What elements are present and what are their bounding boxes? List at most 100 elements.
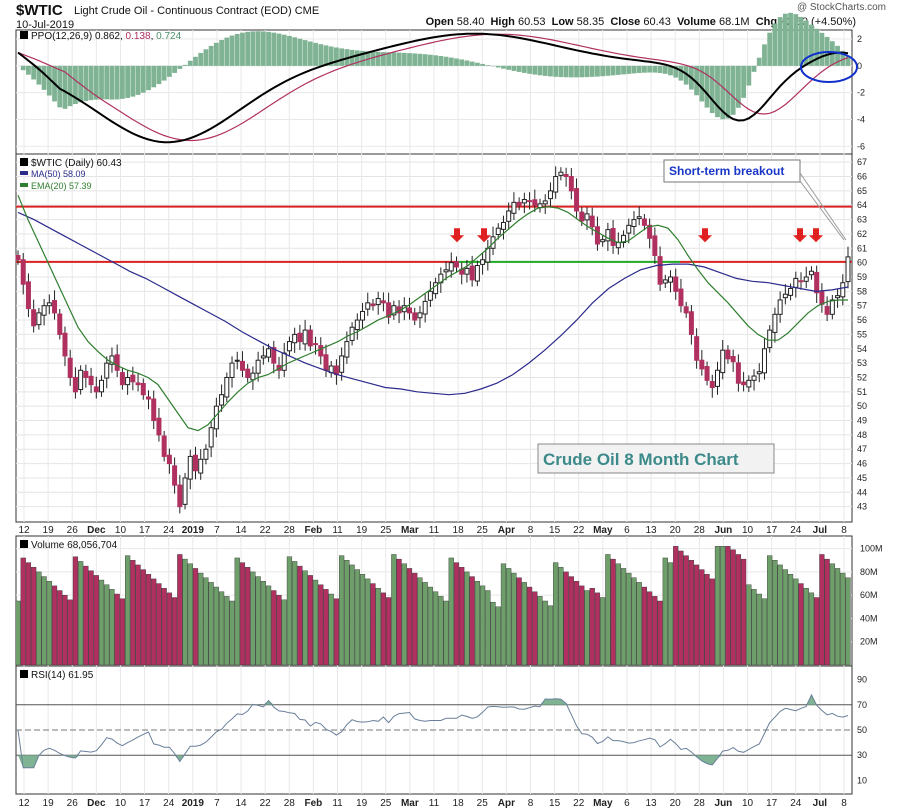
svg-text:$WTIC (Daily) 60.43: $WTIC (Daily) 60.43 [31, 158, 122, 169]
ppo-histogram-bar [772, 23, 778, 66]
ppo-histogram-bar [396, 52, 402, 66]
x-tick-label: 22 [573, 525, 585, 536]
ppo-histogram-bar [433, 55, 439, 66]
volume-bar [151, 578, 157, 666]
volume-bar [391, 554, 397, 666]
volume-bar [98, 579, 105, 666]
volume-bar [547, 605, 554, 666]
candle-body [542, 200, 548, 205]
volume-bar [406, 568, 413, 666]
volume-bar [328, 593, 334, 666]
price-tick-label: 58 [857, 286, 867, 296]
ppo-histogram-bar [219, 40, 224, 66]
volume-bar [370, 583, 376, 666]
price-tick-label: 49 [857, 416, 867, 426]
candle-body [140, 382, 146, 396]
volume-tick-label: 80M [860, 567, 878, 577]
volume-bar [46, 581, 52, 666]
x-tick-label: Dec [87, 798, 106, 809]
volume-bar [829, 563, 835, 666]
ppo-histogram-bar [600, 65, 606, 77]
ppo-histogram-bar [417, 53, 423, 66]
candle-body [386, 302, 392, 318]
candle-body [219, 394, 225, 406]
price-tick-label: 44 [857, 487, 867, 497]
ppo-tick-label: -2 [857, 88, 865, 98]
ppo-histogram-bar [595, 65, 600, 77]
svg-text:RSI(14) 61.95: RSI(14) 61.95 [31, 670, 94, 681]
candle-body [730, 356, 736, 363]
volume-bar [485, 590, 491, 666]
volume-bar [620, 568, 627, 666]
candle-body [589, 215, 595, 228]
x-tick-label: 25 [477, 525, 489, 536]
x-tick-label: 15 [549, 798, 561, 809]
breakout-annotation: Short-term breakout [663, 159, 847, 241]
volume-bar [25, 562, 32, 666]
ppo-histogram-bar [354, 50, 360, 66]
volume-bar [699, 569, 705, 666]
price-tick-label: 60 [857, 258, 867, 268]
ppo-histogram-bar [93, 65, 99, 100]
price-tick-label: 54 [857, 344, 867, 354]
volume-bar [250, 571, 256, 666]
ppo-histogram-bar [751, 65, 757, 72]
candle-body [125, 376, 131, 386]
ppo-histogram-bar [281, 34, 287, 66]
ppo-histogram-bar [198, 52, 204, 66]
price-tick-label: 63 [857, 215, 867, 225]
volume-bar [521, 582, 527, 666]
ppo-line [17, 32, 849, 144]
candle-body [427, 290, 433, 301]
price-tick-label: 51 [857, 387, 867, 397]
volume-bar [135, 564, 141, 666]
ppo-histogram-bar [146, 65, 151, 91]
candle-body [631, 219, 637, 227]
candle-body [725, 349, 731, 360]
ppo-histogram-bar [140, 65, 146, 93]
ppo-histogram-bar [323, 45, 329, 66]
candle-body [354, 319, 360, 331]
ppo-histogram-bar [845, 56, 851, 66]
ppo-histogram-bar [99, 65, 104, 100]
ppo-histogram-bar [631, 65, 637, 74]
volume-bar [119, 598, 126, 666]
ppo-histogram-bar [297, 38, 303, 66]
x-tick-label: 7 [214, 525, 220, 536]
volume-bar [772, 560, 778, 666]
ppo-histogram-bar [589, 65, 595, 77]
volume-bar [584, 590, 590, 666]
volume-bar [260, 581, 266, 666]
ppo-histogram-bar [642, 65, 647, 73]
volume-bar [641, 586, 648, 666]
volume-bar [683, 555, 689, 666]
volume-bar [140, 569, 146, 666]
red-arrow-marker [793, 228, 807, 243]
candle-body [521, 198, 527, 204]
x-tick-label: Apr [498, 525, 515, 536]
ppo-histogram-bar [203, 49, 209, 66]
price-tick-label: 59 [857, 272, 867, 282]
volume-bar [840, 572, 846, 666]
candle-body [605, 229, 611, 242]
price-tick-label: 62 [857, 229, 867, 239]
candle-body [553, 176, 559, 193]
volume-bar [469, 576, 475, 666]
x-tick-label: 7 [214, 798, 220, 809]
volume-bar [318, 584, 324, 666]
candle-body [584, 213, 590, 221]
ppo-histogram-bar [558, 65, 564, 78]
candle-body [412, 312, 418, 321]
volume-bar [678, 550, 684, 666]
ppo-histogram-bar [120, 65, 125, 99]
volume-bar [41, 576, 47, 666]
rsi-tick-label: 30 [857, 750, 867, 760]
ppo-histogram-bar [521, 65, 527, 73]
candle-body [714, 369, 720, 387]
volume-bar [88, 570, 94, 666]
candle-body [15, 254, 21, 261]
x-tick-label: 13 [645, 798, 657, 809]
candle-body [391, 305, 397, 316]
candle-body [407, 307, 413, 314]
volume-bar [553, 562, 559, 666]
